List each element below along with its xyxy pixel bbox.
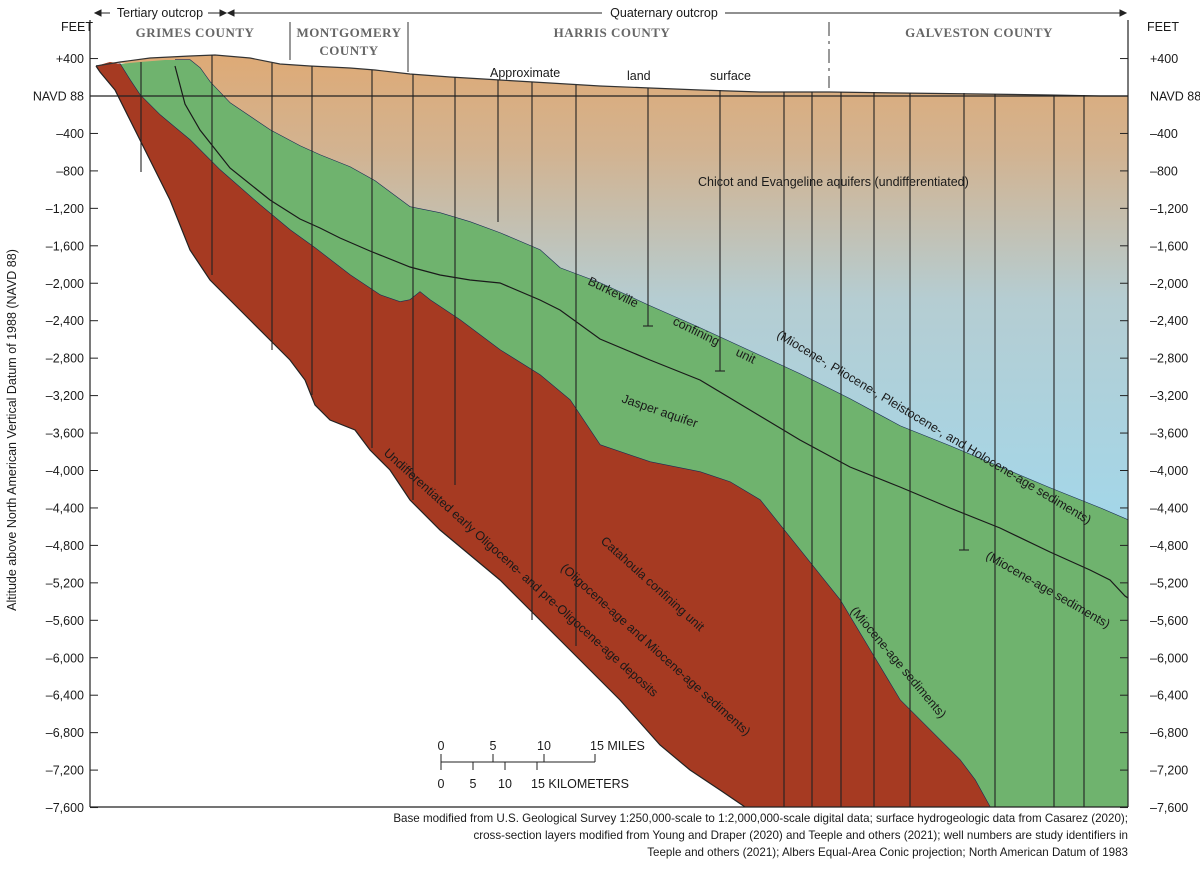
montgomery-county-label-1: MONTGOMERY <box>297 25 402 40</box>
y-tick-label-right: –6,000 <box>1150 651 1188 665</box>
y-tick-label-left: –1,600 <box>46 239 84 253</box>
scale-mi-15: 15 MILES <box>590 739 645 753</box>
scale-km-5: 5 <box>470 777 477 791</box>
quaternary-outcrop-label: Quaternary outcrop <box>610 6 718 20</box>
y-tick-label-left: –3,200 <box>46 389 84 403</box>
y-tick-label-left: –5,600 <box>46 614 84 628</box>
y-tick-label-left: –1,200 <box>46 202 84 216</box>
y-tick-label-right: +400 <box>1150 52 1178 66</box>
y-tick-label-left: –4,800 <box>46 539 84 553</box>
y-tick-label-right: –7,200 <box>1150 764 1188 778</box>
y-axis-title: Altitude above North American Vertical D… <box>5 249 19 611</box>
geologic-layers <box>90 54 1128 807</box>
scale-mi-5: 5 <box>490 739 497 753</box>
y-tick-label-right: –5,200 <box>1150 576 1188 590</box>
source-note-line-3: Teeple and others (2021); Albers Equal-A… <box>647 846 1128 859</box>
y-tick-label-left: –2,000 <box>46 277 84 291</box>
y-tick-label-right: –5,600 <box>1150 614 1188 628</box>
y-tick-label-left: –7,200 <box>46 764 84 778</box>
y-tick-label-left: –400 <box>56 127 84 141</box>
harris-county-label: HARRIS COUNTY <box>554 25 671 40</box>
y-tick-label-right: –6,800 <box>1150 726 1188 740</box>
y-tick-label-right: –3,200 <box>1150 389 1188 403</box>
chicot-label: Chicot and Evangeline aquifers (undiffer… <box>698 175 969 189</box>
y-tick-label-right: –2,000 <box>1150 277 1188 291</box>
well-lines <box>140 55 1085 807</box>
y-tick-label-left: –2,800 <box>46 352 84 366</box>
y-tick-label-left: –5,200 <box>46 576 84 590</box>
galveston-county-label: GALVESTON COUNTY <box>905 25 1053 40</box>
y-tick-label-right: –4,800 <box>1150 539 1188 553</box>
y-tick-label-left: –4,400 <box>46 501 84 515</box>
catahoula-layer <box>96 62 990 807</box>
y-tick-label-left: –6,400 <box>46 689 84 703</box>
source-note: Base modified from U.S. Geological Surve… <box>368 810 1128 861</box>
y-tick-label-left: –800 <box>56 164 84 178</box>
y-tick-label-right: –4,000 <box>1150 464 1188 478</box>
outcrop-arrows <box>93 9 1128 17</box>
y-tick-label-right: –800 <box>1150 164 1178 178</box>
surface-label-land: land <box>627 69 651 83</box>
montgomery-county-label-2: COUNTY <box>319 43 378 58</box>
scale-km-0: 0 <box>438 777 445 791</box>
y-tick-label-left: –6,800 <box>46 726 84 740</box>
scale-km-15: 15 KILOMETERS <box>531 777 629 791</box>
y-tick-label-right: –400 <box>1150 127 1178 141</box>
surface-label-surface: surface <box>710 69 751 83</box>
scale-km-10: 10 <box>498 777 512 791</box>
y-tick-label-left: NAVD 88 <box>33 90 84 104</box>
y-tick-label-left: –6,000 <box>46 651 84 665</box>
y-tick-label-right: –3,600 <box>1150 427 1188 441</box>
feet-label-left: FEET <box>61 20 93 34</box>
scale-mi-10: 10 <box>537 739 551 753</box>
y-tick-label-left: –4,000 <box>46 464 84 478</box>
y-tick-label-right: NAVD 88 <box>1150 90 1200 104</box>
surface-label-approximate: Approximate <box>490 66 560 80</box>
y-axis-right: +400 NAVD 88 –400 –800 –1,200 –1,600 –2,000 –2,… <box>1120 52 1200 815</box>
y-tick-label-right: –1,600 <box>1150 239 1188 253</box>
y-tick-label-right: –2,800 <box>1150 352 1188 366</box>
source-note-line-2: cross-section layers modified from Young… <box>473 829 1128 842</box>
y-axis-left: +400 NAVD 88 –400 –800 –1,200 –1,600 –2,000 –2,… <box>33 52 98 815</box>
source-note-line-1: Base modified from U.S. Geological Surve… <box>393 812 1128 825</box>
county-dividers <box>289 22 830 88</box>
y-tick-label-left: +400 <box>56 52 84 66</box>
y-tick-label-left: –7,600 <box>46 801 84 815</box>
y-tick-label-right: –2,400 <box>1150 314 1188 328</box>
feet-label-right: FEET <box>1147 20 1179 34</box>
scale-bar: 0 5 10 15 MILES 0 5 10 15 KILOMETERS <box>438 739 645 791</box>
y-tick-label-right: –6,400 <box>1150 689 1188 703</box>
y-tick-label-right: –1,200 <box>1150 202 1188 216</box>
y-tick-label-left: –3,600 <box>46 427 84 441</box>
scale-mi-0: 0 <box>438 739 445 753</box>
y-tick-label-right: –7,600 <box>1150 801 1188 815</box>
tertiary-outcrop-label: Tertiary outcrop <box>117 6 203 20</box>
y-tick-label-left: –2,400 <box>46 314 84 328</box>
y-tick-label-right: –4,400 <box>1150 501 1188 515</box>
grimes-county-label: GRIMES COUNTY <box>136 25 255 40</box>
